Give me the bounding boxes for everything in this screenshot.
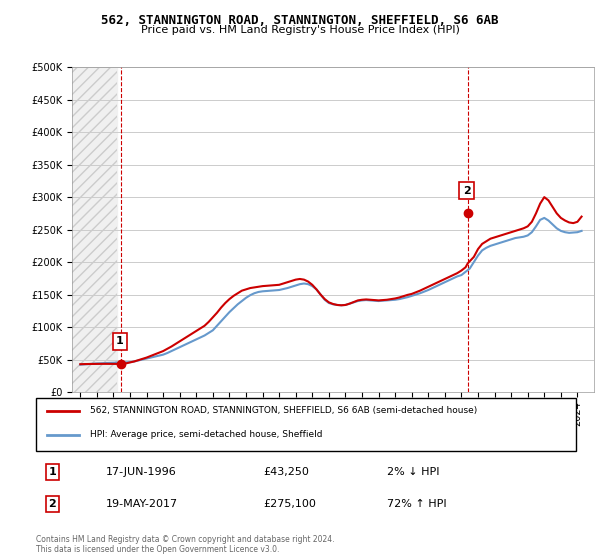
FancyBboxPatch shape	[36, 398, 576, 451]
Text: 2% ↓ HPI: 2% ↓ HPI	[387, 467, 439, 477]
Text: Price paid vs. HM Land Registry's House Price Index (HPI): Price paid vs. HM Land Registry's House …	[140, 25, 460, 35]
Text: HPI: Average price, semi-detached house, Sheffield: HPI: Average price, semi-detached house,…	[90, 430, 323, 440]
Text: 17-JUN-1996: 17-JUN-1996	[106, 467, 177, 477]
Text: 19-MAY-2017: 19-MAY-2017	[106, 499, 178, 509]
Text: 1: 1	[116, 337, 124, 347]
Bar	[72, 67, 117, 392]
Text: 1: 1	[49, 467, 56, 477]
Text: £43,250: £43,250	[263, 467, 308, 477]
Text: 72% ↑ HPI: 72% ↑ HPI	[387, 499, 446, 509]
Text: 562, STANNINGTON ROAD, STANNINGTON, SHEFFIELD, S6 6AB: 562, STANNINGTON ROAD, STANNINGTON, SHEF…	[101, 14, 499, 27]
Text: 2: 2	[49, 499, 56, 509]
Text: 562, STANNINGTON ROAD, STANNINGTON, SHEFFIELD, S6 6AB (semi-detached house): 562, STANNINGTON ROAD, STANNINGTON, SHEF…	[90, 407, 477, 416]
Bar	[72, 67, 117, 392]
Text: £275,100: £275,100	[263, 499, 316, 509]
Text: 2: 2	[463, 186, 470, 196]
Text: Contains HM Land Registry data © Crown copyright and database right 2024.
This d: Contains HM Land Registry data © Crown c…	[36, 535, 335, 554]
